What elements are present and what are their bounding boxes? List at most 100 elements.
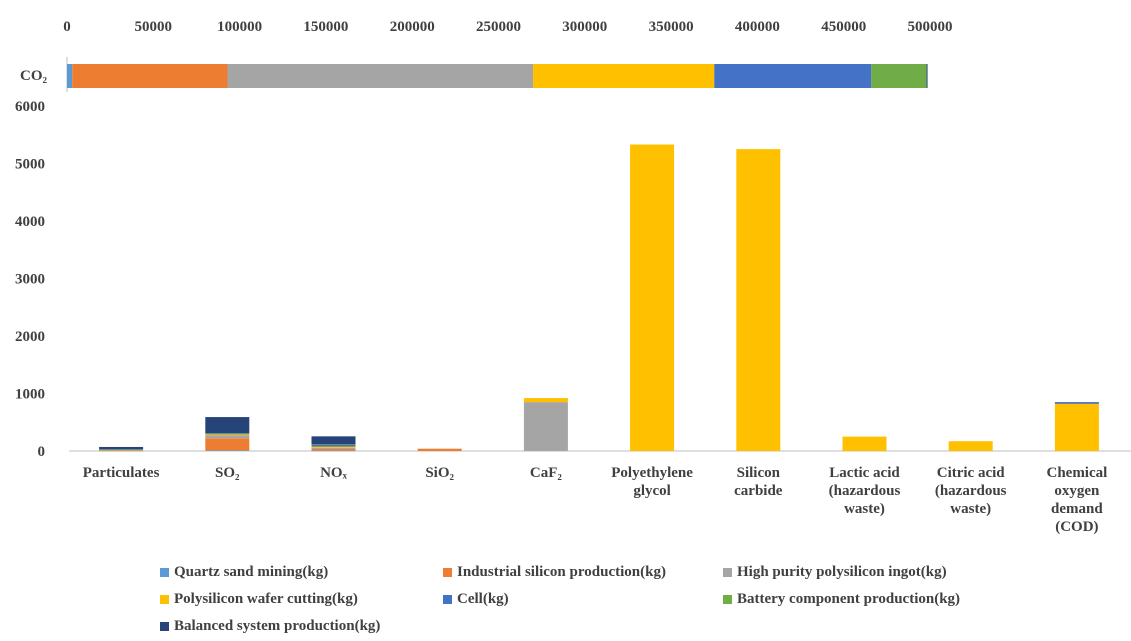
legend: Quartz sand mining(kg) Industrial silico… bbox=[160, 559, 1060, 640]
bar-segment bbox=[99, 449, 144, 450]
legend-label: Polysilicon wafer cutting(kg) bbox=[174, 591, 358, 607]
bar-segment bbox=[205, 435, 250, 439]
co2-bar-segment bbox=[714, 64, 872, 88]
category-label: waste) bbox=[950, 501, 991, 517]
bar-segment bbox=[523, 398, 568, 403]
x-tick-label: 400000 bbox=[735, 19, 780, 35]
category-label: Citric acid bbox=[937, 465, 1006, 481]
bar-segment bbox=[205, 438, 250, 451]
x-tick-label: 500000 bbox=[908, 19, 953, 35]
co2-horizontal-bar-chart: 0 50000 100000 150000 200000 250000 300000 3500… bbox=[20, 19, 953, 92]
co2-bar-segment bbox=[533, 64, 715, 88]
category-label: Silicon bbox=[737, 465, 781, 481]
category-label: (hazardous bbox=[829, 483, 901, 499]
bar-segment bbox=[311, 448, 356, 451]
legend-item-high-purity-polysilicon-ingot: High purity polysilicon ingot(kg) bbox=[723, 564, 1043, 581]
bar-segment bbox=[948, 441, 993, 451]
legend-row: Polysilicon wafer cutting(kg) Cell(kg) B… bbox=[160, 586, 1060, 613]
bar-segment bbox=[205, 417, 250, 434]
legend-label: Industrial silicon production(kg) bbox=[457, 564, 666, 580]
x-tick-label: 50000 bbox=[135, 19, 173, 35]
legend-swatch bbox=[160, 622, 169, 631]
legend-item-industrial-silicon-production: Industrial silicon production(kg) bbox=[443, 564, 723, 581]
legend-swatch bbox=[160, 595, 169, 604]
legend-label: Quartz sand mining(kg) bbox=[174, 564, 329, 580]
bar-segment bbox=[205, 433, 250, 435]
bar-segment bbox=[99, 446, 144, 450]
legend-swatch bbox=[723, 568, 732, 577]
legend-swatch bbox=[443, 568, 452, 577]
bar-segment bbox=[311, 436, 356, 445]
category-label: (hazardous bbox=[935, 483, 1007, 499]
legend-label: High purity polysilicon ingot(kg) bbox=[737, 564, 947, 580]
bar-segment bbox=[99, 449, 144, 451]
bar-segment bbox=[630, 144, 675, 451]
legend-swatch bbox=[723, 595, 732, 604]
x-tick-label: 250000 bbox=[476, 19, 521, 35]
bar-segment bbox=[205, 450, 250, 451]
x-tick-label: 100000 bbox=[217, 19, 262, 35]
legend-row: Quartz sand mining(kg) Industrial silico… bbox=[160, 559, 1060, 586]
bar-segment bbox=[205, 433, 250, 434]
y-tick-label: 3000 bbox=[15, 272, 45, 288]
legend-item-quartz-sand-mining: Quartz sand mining(kg) bbox=[160, 564, 443, 581]
category-label: waste) bbox=[844, 501, 885, 517]
y-tick-label: 6000 bbox=[15, 99, 45, 115]
category-label: NOₓ bbox=[320, 465, 348, 481]
y-tick-label: 0 bbox=[38, 444, 46, 460]
bar-segment bbox=[99, 450, 144, 452]
bar-segment bbox=[1054, 402, 1099, 403]
x-tick-label: 150000 bbox=[303, 19, 348, 35]
category-label: (COD) bbox=[1055, 519, 1098, 535]
category-label: Lactic acid bbox=[829, 465, 900, 481]
legend-item-cell: Cell(kg) bbox=[443, 591, 723, 608]
y-tick-label: 2000 bbox=[15, 329, 45, 345]
legend-label: Cell(kg) bbox=[457, 591, 509, 607]
bar-segment bbox=[311, 446, 356, 448]
x-tick-label: 450000 bbox=[821, 19, 866, 35]
legend-item-balanced-system-production: Balanced system production(kg) bbox=[160, 618, 443, 635]
y-tick-label: 5000 bbox=[15, 157, 45, 173]
bar-segment bbox=[99, 450, 144, 451]
bar-segment bbox=[1054, 402, 1099, 404]
category-label: Particulates bbox=[83, 465, 160, 481]
category-label: SiO₂ bbox=[425, 465, 454, 481]
co2-bar-segment bbox=[227, 64, 534, 88]
x-tick-label: 300000 bbox=[562, 19, 607, 35]
legend-label: Balanced system production(kg) bbox=[174, 618, 381, 634]
bar-segment bbox=[417, 448, 462, 451]
x-tick-label: 0 bbox=[63, 19, 71, 35]
category-label: glycol bbox=[633, 483, 671, 499]
bar-segment bbox=[311, 450, 356, 452]
y-tick-label: 4000 bbox=[15, 214, 45, 230]
bar-segment bbox=[311, 444, 356, 447]
x-tick-label: 350000 bbox=[649, 19, 694, 35]
x-tick-label: 200000 bbox=[390, 19, 435, 35]
bar-segment bbox=[99, 449, 144, 451]
category-label-co2: CO₂ bbox=[20, 68, 48, 84]
legend-row: Balanced system production(kg) bbox=[160, 613, 1060, 640]
category-label: CaF₂ bbox=[530, 465, 562, 481]
legend-item-polysilicon-wafer-cutting: Polysilicon wafer cutting(kg) bbox=[160, 591, 443, 608]
bar-segment bbox=[523, 402, 568, 451]
chart-svg: 0 50000 100000 150000 200000 250000 300000 3500… bbox=[15, 19, 1131, 535]
y-tick-label: 1000 bbox=[15, 387, 45, 403]
bar-segment bbox=[1054, 403, 1099, 451]
emissions-vertical-bar-chart: 0 1000 2000 3000 4000 5000 6000 Particulates SO₂… bbox=[15, 99, 1131, 535]
legend-item-battery-component-production: Battery component production(kg) bbox=[723, 591, 1043, 608]
legend-swatch bbox=[443, 595, 452, 604]
legend-swatch bbox=[160, 568, 169, 577]
bar-segment bbox=[311, 444, 356, 445]
bar-segment bbox=[736, 149, 781, 451]
co2-bar-segment bbox=[926, 64, 928, 88]
category-label: SO₂ bbox=[215, 465, 240, 481]
co2-bar-segment bbox=[871, 64, 927, 88]
category-label: Polyethylene bbox=[611, 465, 693, 481]
bar-segment bbox=[842, 436, 887, 451]
bar-segment bbox=[311, 447, 356, 449]
category-label: demand bbox=[1051, 501, 1103, 517]
co2-bar-segment bbox=[72, 64, 228, 88]
legend-label: Battery component production(kg) bbox=[737, 591, 961, 607]
co2-bar-segment bbox=[67, 64, 73, 88]
